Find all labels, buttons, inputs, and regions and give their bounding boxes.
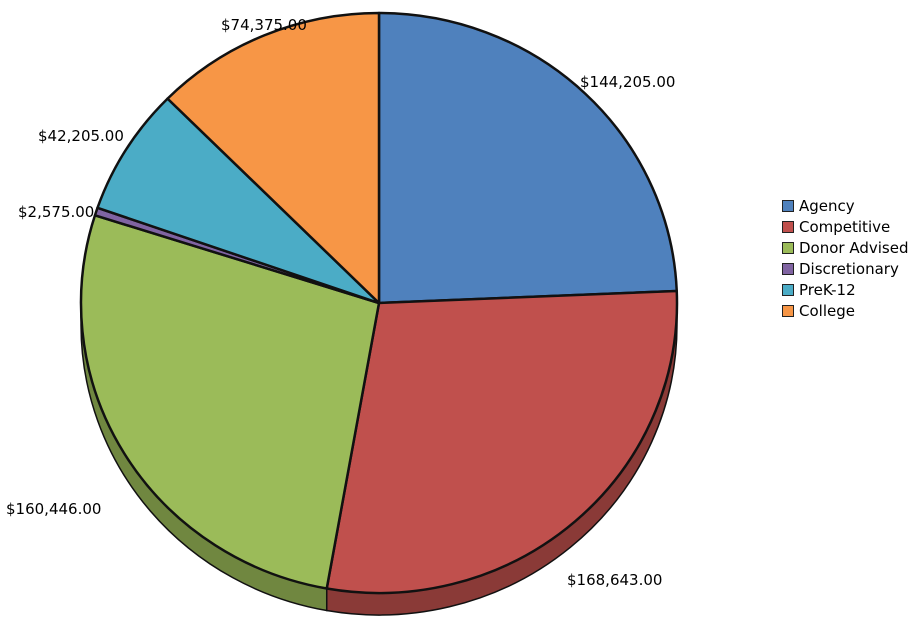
pie-slice-agency [377, 11, 678, 305]
legend-swatch-college [782, 304, 794, 317]
legend-item-agency: Agency [782, 195, 908, 216]
legend-label-competitive: Competitive [799, 217, 891, 236]
legend-item-competitive: Competitive [782, 216, 908, 237]
data-label-agency: $144,205.00 [580, 73, 675, 91]
legend: Agency Competitive Donor Advised Discret… [782, 195, 908, 321]
legend-swatch-prek-12 [782, 283, 794, 296]
legend-swatch-competitive [782, 220, 794, 233]
legend-item-prek-12: PreK-12 [782, 279, 908, 300]
legend-label-discretionary: Discretionary [799, 259, 899, 278]
data-label-donor-advised: $160,446.00 [6, 500, 101, 518]
pie-slice-prek-12 [96, 97, 381, 305]
legend-label-donor-advised: Donor Advised [799, 238, 909, 257]
data-label-prek-12: $42,205.00 [38, 127, 124, 145]
pie-slices [79, 11, 679, 595]
data-label-competitive: $168,643.00 [567, 571, 662, 589]
data-label-discretionary: $2,575.00 [18, 203, 94, 221]
legend-item-discretionary: Discretionary [782, 258, 908, 279]
legend-item-college: College [782, 300, 908, 321]
pie-slice-competitive [325, 289, 679, 595]
legend-swatch-discretionary [782, 262, 794, 275]
data-label-college: $74,375.00 [221, 16, 307, 34]
pie-slice-donor-advised [79, 214, 381, 590]
legend-label-prek-12: PreK-12 [799, 280, 856, 299]
data-labels: $144,205.00 $168,643.00 $160,446.00 $2,5… [6, 16, 675, 589]
legend-swatch-agency [782, 199, 794, 212]
legend-label-agency: Agency [799, 196, 855, 215]
legend-label-college: College [799, 301, 855, 320]
legend-item-donor-advised: Donor Advised [782, 237, 908, 258]
pie-slice-college [166, 11, 381, 305]
legend-swatch-donor-advised [782, 241, 794, 254]
